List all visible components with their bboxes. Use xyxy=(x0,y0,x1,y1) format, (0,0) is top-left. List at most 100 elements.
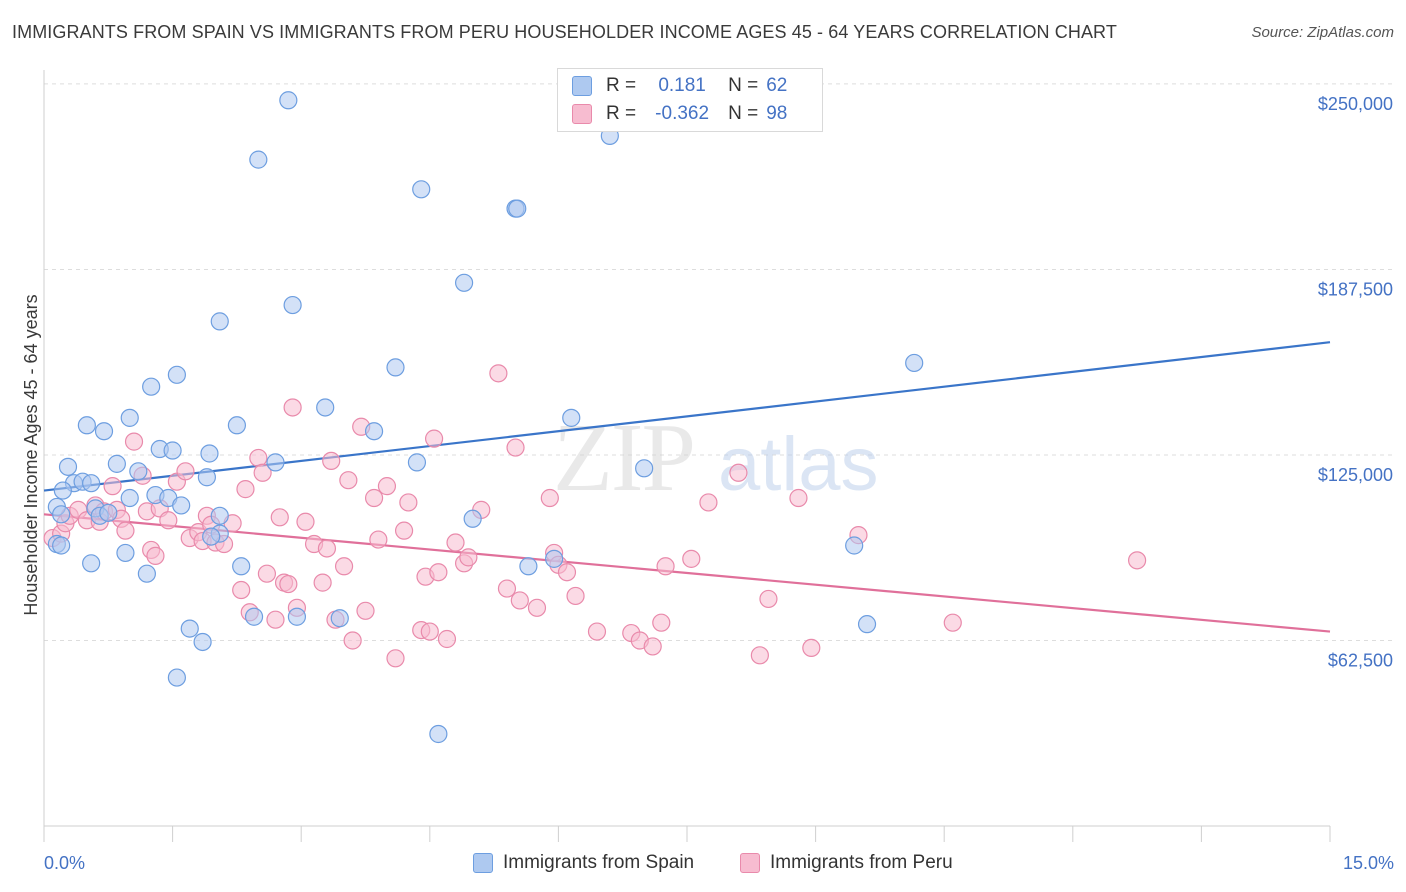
legend-r-label-spain: R = xyxy=(606,75,637,96)
peru-point xyxy=(729,463,748,482)
peru-point xyxy=(489,364,508,383)
peru-point xyxy=(750,646,769,665)
bottom-legend-label-spain: Immigrants from Spain xyxy=(503,852,695,873)
spain-point xyxy=(545,549,564,568)
axes xyxy=(43,70,1331,842)
spain-point xyxy=(266,453,285,472)
peru-points xyxy=(43,364,1147,668)
spain-point xyxy=(116,543,135,563)
spain-point xyxy=(200,444,219,463)
spain-point xyxy=(562,408,581,427)
peru-point xyxy=(643,637,662,656)
watermark: ZIP atlas xyxy=(553,404,879,512)
peru-point xyxy=(343,631,362,650)
peru-point xyxy=(313,573,332,592)
peru-point xyxy=(699,493,718,512)
peru-point xyxy=(334,557,354,576)
peru-point xyxy=(116,521,135,540)
spain-point xyxy=(137,564,156,583)
peru-point xyxy=(446,533,465,552)
bottom-legend-spain: Immigrants from Spain xyxy=(473,852,694,874)
peru-point xyxy=(266,610,285,629)
bottom-legend-swatch-peru xyxy=(740,853,760,873)
peru-point xyxy=(566,586,585,606)
peru-point xyxy=(759,589,778,609)
peru-point xyxy=(253,463,272,482)
peru-point xyxy=(802,638,821,658)
peru-point xyxy=(356,601,375,620)
spain-point xyxy=(316,398,335,417)
spain-point xyxy=(429,724,448,744)
peru-point xyxy=(386,649,405,668)
peru-point xyxy=(540,488,559,508)
legend-n-value-peru: 98 xyxy=(766,103,788,124)
peru-point xyxy=(279,574,298,594)
bottom-legend-peru: Immigrants from Peru xyxy=(740,852,953,874)
y-tick-label: $62,500 xyxy=(1328,650,1393,670)
source-label: Source: ZipAtlas.com xyxy=(1251,24,1394,41)
spain-point xyxy=(412,180,431,199)
peru-point xyxy=(682,549,701,568)
spain-point xyxy=(107,454,126,473)
peru-point xyxy=(236,480,255,499)
spain-point xyxy=(210,506,229,525)
legend-n-label-peru: N = xyxy=(728,103,759,124)
spain-point xyxy=(180,619,199,638)
peru-point xyxy=(176,462,195,481)
spain-point xyxy=(197,468,216,487)
bottom-legend-label-peru: Immigrants from Peru xyxy=(770,852,953,873)
peru-point xyxy=(322,451,341,471)
y-axis-label: Householder Income Ages 45 - 64 years xyxy=(21,294,41,615)
legend-r-value-spain: 0.181 xyxy=(658,75,706,96)
spain-point xyxy=(193,632,212,652)
peru-point xyxy=(420,622,439,641)
legend: R = 0.181 N = 62 R = -0.362 N = 98 xyxy=(557,68,823,132)
peru-point xyxy=(1127,551,1147,570)
spain-point xyxy=(172,496,191,515)
spain-point xyxy=(77,416,96,435)
legend-n-value-spain: 62 xyxy=(766,75,788,96)
peru-point xyxy=(103,477,122,496)
spain-point xyxy=(58,457,78,476)
legend-r-value-peru: -0.362 xyxy=(655,103,710,124)
peru-point xyxy=(339,471,358,490)
bottom-legend-swatch-spain xyxy=(473,853,493,873)
legend-r-label-peru: R = xyxy=(606,103,637,124)
spain-point xyxy=(283,295,302,315)
peru-point xyxy=(232,580,251,600)
y-tick-label: $250,000 xyxy=(1318,94,1393,114)
peru-point xyxy=(587,622,607,641)
legend-n-label-spain: N = xyxy=(728,75,759,96)
peru-point xyxy=(789,488,808,508)
peru-point xyxy=(257,564,277,583)
peru-point xyxy=(159,511,178,530)
spain-point xyxy=(210,312,229,331)
peru-point xyxy=(497,579,517,598)
peru-point xyxy=(656,557,675,576)
spain-point xyxy=(94,422,114,441)
spain-point xyxy=(407,453,427,472)
spain-point xyxy=(52,505,71,524)
peru-point xyxy=(399,493,418,512)
spain-point xyxy=(82,474,101,493)
y-tick-label: $187,500 xyxy=(1318,279,1393,299)
peru-point xyxy=(270,508,289,527)
spain-point xyxy=(163,441,182,460)
spain-point xyxy=(519,557,538,576)
legend-row-spain: R = 0.181 N = 62 xyxy=(572,73,787,99)
peru-point xyxy=(296,512,315,531)
spain-point xyxy=(279,91,298,110)
spain-point xyxy=(120,488,139,508)
spain-point xyxy=(232,557,251,576)
peru-point xyxy=(394,521,414,540)
spain-point xyxy=(905,353,924,373)
spain-point xyxy=(129,462,148,481)
peru-point xyxy=(943,613,962,632)
peru-trend-line xyxy=(43,513,1331,633)
peru-point xyxy=(146,546,165,565)
spain-point xyxy=(287,607,307,626)
peru-point xyxy=(652,613,671,632)
spain-point xyxy=(53,481,72,500)
chart-title: IMMIGRANTS FROM SPAIN VS IMMIGRANTS FROM… xyxy=(12,22,1117,42)
